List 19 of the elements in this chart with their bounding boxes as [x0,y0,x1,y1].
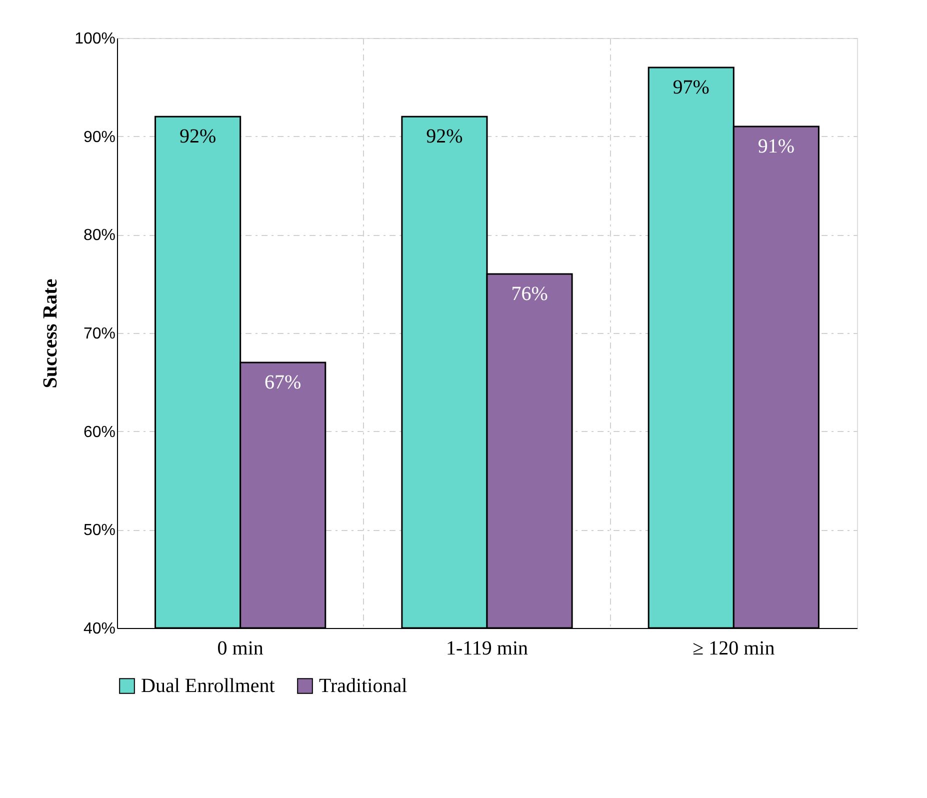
x-tick-label: 1-119 min [446,638,528,660]
data-label: 67% [264,372,302,394]
y-axis-title: Success Rate [40,278,62,388]
legend-label: Dual Enrollment [141,675,276,697]
data-label: 97% [672,76,710,98]
legend-label: Traditional [319,675,408,697]
y-tick-label: 80% [83,227,116,244]
y-tick-label: 70% [83,326,116,342]
y-tick-label: 50% [83,522,116,540]
x-tick-label: ≥ 120 min [692,638,775,660]
x-tick-label: 0 min [217,638,264,660]
y-tick-label: 100% [74,30,116,48]
data-label: 76% [511,283,548,305]
data-label: 92% [426,126,463,148]
y-tick-label: 60% [83,424,116,441]
data-label: 92% [179,126,216,148]
y-tick-label: 90% [83,128,116,146]
data-label: 91% [758,136,795,158]
y-tick-label: 40% [83,620,116,638]
